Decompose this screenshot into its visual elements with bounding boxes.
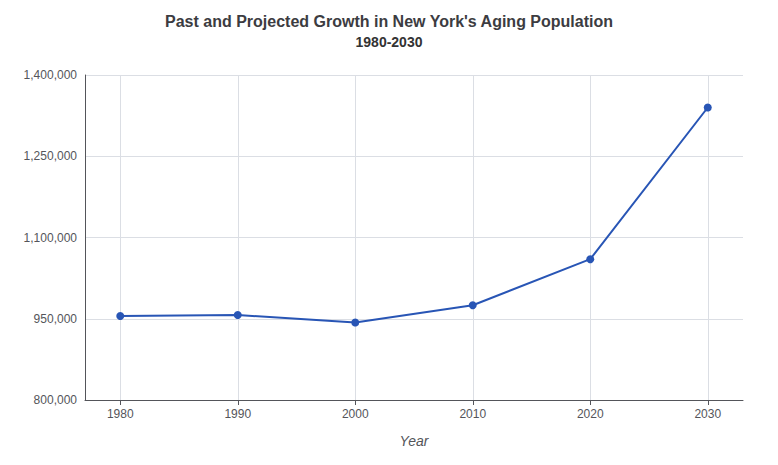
svg-text:Year: Year (400, 433, 430, 449)
svg-text:2000: 2000 (342, 407, 369, 421)
svg-text:1,100,000: 1,100,000 (24, 231, 78, 245)
svg-text:2030: 2030 (694, 407, 721, 421)
svg-text:950,000: 950,000 (34, 312, 78, 326)
svg-text:1980: 1980 (107, 407, 134, 421)
svg-text:Past and Projected Growth in N: Past and Projected Growth in New York's … (165, 13, 613, 30)
svg-text:1980-2030: 1980-2030 (356, 34, 423, 50)
svg-text:1990: 1990 (224, 407, 251, 421)
svg-text:2010: 2010 (459, 407, 486, 421)
svg-text:1,400,000: 1,400,000 (24, 68, 78, 82)
svg-text:1,250,000: 1,250,000 (24, 149, 78, 163)
svg-text:800,000: 800,000 (34, 393, 78, 407)
svg-text:2020: 2020 (577, 407, 604, 421)
